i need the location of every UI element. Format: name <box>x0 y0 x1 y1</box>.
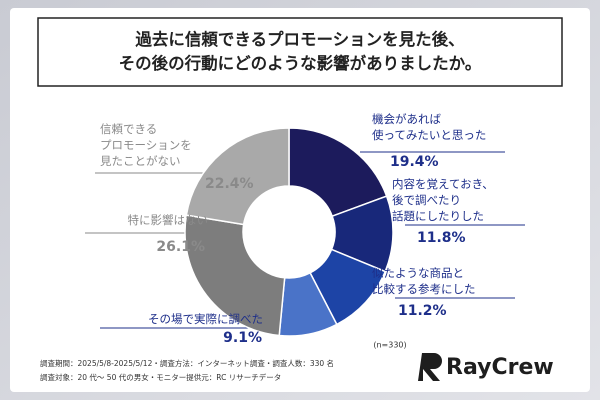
value-label: 11.8% <box>417 230 466 246</box>
donut-segment <box>288 127 388 218</box>
footnote: 調査対象：20 代〜 50 代の男女・モニター提供元：RC リサーチデータ <box>40 372 281 382</box>
donut-segment <box>184 214 286 337</box>
category-label: 内容を覚えておき、後で調べたり話題にしたりした <box>392 177 494 223</box>
category-label: その場で実際に調べた <box>148 312 263 326</box>
donut-segment <box>185 127 290 226</box>
chart-title: 過去に信頼できるプロモーションを見た後、その後の行動にどのような影響がありました… <box>119 29 482 73</box>
category-label: 機会があれば使ってみたいと思った <box>372 112 486 142</box>
value-label: 19.4% <box>390 154 439 170</box>
value-label: 9.1% <box>223 330 262 346</box>
value-label: 11.2% <box>398 303 447 319</box>
logo: RayCrew <box>418 353 554 381</box>
value-label: 22.4% <box>205 176 254 192</box>
card <box>10 8 590 392</box>
category-label: 似たような商品と比較する参考にした <box>372 266 476 296</box>
leader-lines <box>100 151 525 329</box>
logo-icon <box>418 353 442 381</box>
sample-size: (n=330) <box>373 341 406 350</box>
category-label: 特に影響はない <box>128 213 209 227</box>
footnote: 調査期間：2025/5/8-2025/5/12・調査方法：インターネット調査・調… <box>40 358 334 368</box>
category-label: 信頼できるプロモーションを見たことがない <box>100 122 192 168</box>
brand: RayCrew <box>446 355 554 380</box>
value-label: 26.1% <box>156 239 205 255</box>
title-box <box>37 17 563 87</box>
